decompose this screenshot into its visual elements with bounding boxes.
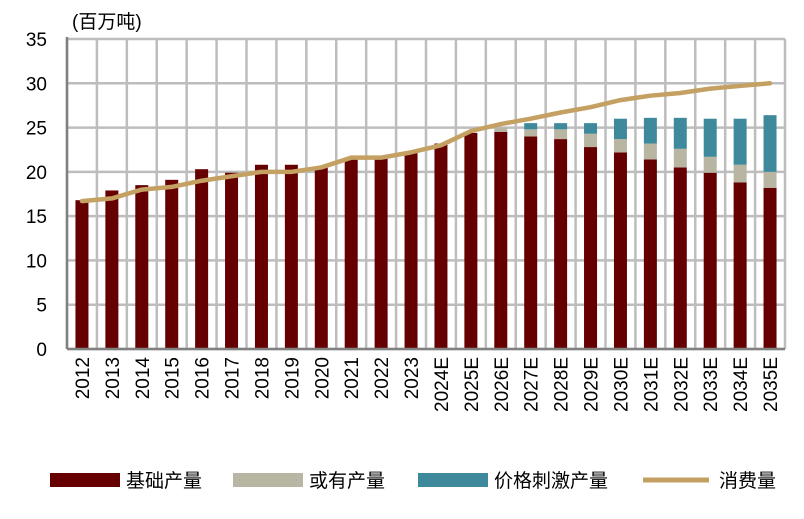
bar-base-2023 (405, 152, 418, 349)
y-tick-label: 0 (36, 340, 47, 361)
bar-base-2022 (375, 159, 388, 349)
bar-base-2031E (644, 159, 657, 349)
x-tick-label: 2014 (133, 357, 154, 400)
x-tick-label: 2029E (582, 357, 603, 412)
x-tick-label: 2034E (731, 357, 752, 412)
bar-price-stimulated-2027E (524, 123, 537, 129)
y-unit-label: (百万吨) (72, 11, 142, 33)
y-tick-label: 35 (26, 30, 47, 51)
legend-swatch (50, 473, 120, 487)
x-tick-label: 2015 (163, 357, 184, 399)
x-tick-label: 2020 (312, 357, 333, 399)
x-tick-label: 2027E (522, 357, 543, 412)
x-tick-label: 2022 (372, 357, 393, 399)
bar-base-2028E (554, 139, 567, 349)
bar-base-2018 (255, 165, 268, 349)
bar-base-2024E (434, 144, 447, 349)
bar-price-stimulated-2033E (704, 119, 717, 157)
bar-contingent-2033E (704, 157, 717, 173)
bar-base-2019 (285, 165, 298, 349)
y-tick-label: 15 (26, 207, 47, 228)
legend-swatch (418, 473, 488, 487)
bar-base-2035E (764, 188, 777, 349)
x-tick-label: 2025E (462, 357, 483, 412)
bar-price-stimulated-2031E (644, 118, 657, 144)
x-tick-label: 2026E (492, 357, 513, 412)
legend: 基础产量 或有产量 价格刺激产量 消费量 (50, 470, 776, 492)
bar-base-2032E (674, 167, 687, 349)
bar-base-2016 (195, 169, 208, 349)
x-tick-label: 2028E (552, 357, 573, 412)
x-tick-labels: 2012 2013 2014 2015 2016 2017 2018 2019 2020 2021… (73, 357, 782, 412)
bar-base-2015 (165, 180, 178, 349)
y-tick-label: 25 (26, 119, 47, 140)
x-tick-label: 2021 (342, 357, 363, 399)
bar-contingent-2035E (764, 172, 777, 188)
bar-base-2033E (704, 173, 717, 349)
x-tick-label: 2018 (252, 357, 273, 399)
y-tick-label: 30 (26, 74, 47, 95)
x-tick-label: 2035E (761, 357, 782, 412)
bar-contingent-2026E (494, 128, 507, 132)
bar-base-2034E (734, 182, 747, 349)
y-tick-label: 5 (36, 296, 47, 317)
bar-contingent-2030E (614, 139, 627, 152)
y-tick-label: 10 (26, 251, 47, 272)
bar-base-2013 (105, 190, 118, 349)
legend-label: 价格刺激产量 (494, 470, 608, 492)
bar-base-2020 (315, 167, 328, 349)
bar-price-stimulated-2034E (734, 119, 747, 165)
x-tick-label: 2019 (282, 357, 303, 399)
x-tick-label: 2024E (432, 357, 453, 412)
legend-label: 或有产量 (309, 470, 385, 492)
legend-swatch (233, 473, 303, 487)
x-tick-label: 2013 (103, 357, 124, 399)
bar-base-2026E (494, 132, 507, 349)
bar-contingent-2032E (674, 149, 687, 168)
bar-price-stimulated-2032E (674, 118, 687, 149)
bar-contingent-2027E (524, 129, 537, 136)
x-tick-label: 2016 (193, 357, 214, 399)
bar-price-stimulated-2028E (554, 123, 567, 129)
y-tick-labels: 0 5 10 15 20 25 30 35 (26, 30, 47, 361)
bar-base-2027E (524, 136, 537, 349)
bar-contingent-2034E (734, 165, 747, 183)
bar-price-stimulated-2029E (584, 123, 597, 134)
x-tick-label: 2012 (73, 357, 94, 399)
x-tick-label: 2030E (611, 357, 632, 412)
x-tick-label: 2017 (223, 357, 244, 399)
bar-price-stimulated-2035E (764, 115, 777, 172)
bar-base-2021 (345, 159, 358, 349)
legend-label: 消费量 (719, 470, 776, 492)
bar-base-2014 (135, 185, 148, 349)
bar-base-2030E (614, 152, 627, 349)
bar-price-stimulated-2030E (614, 119, 627, 139)
bar-contingent-2028E (554, 129, 567, 139)
x-tick-label: 2031E (641, 357, 662, 412)
y-tick-label: 20 (26, 163, 47, 184)
bar-base-2025E (464, 133, 477, 349)
legend-label: 基础产量 (126, 470, 202, 492)
bar-base-2029E (584, 147, 597, 349)
x-tick-label: 2032E (671, 357, 692, 412)
bar-base-2012 (75, 200, 88, 349)
x-tick-label: 2023 (402, 357, 423, 399)
bar-base-2017 (225, 173, 238, 349)
x-tick-label: 2033E (701, 357, 722, 412)
bar-contingent-2029E (584, 134, 597, 147)
bar-contingent-2031E (644, 144, 657, 160)
